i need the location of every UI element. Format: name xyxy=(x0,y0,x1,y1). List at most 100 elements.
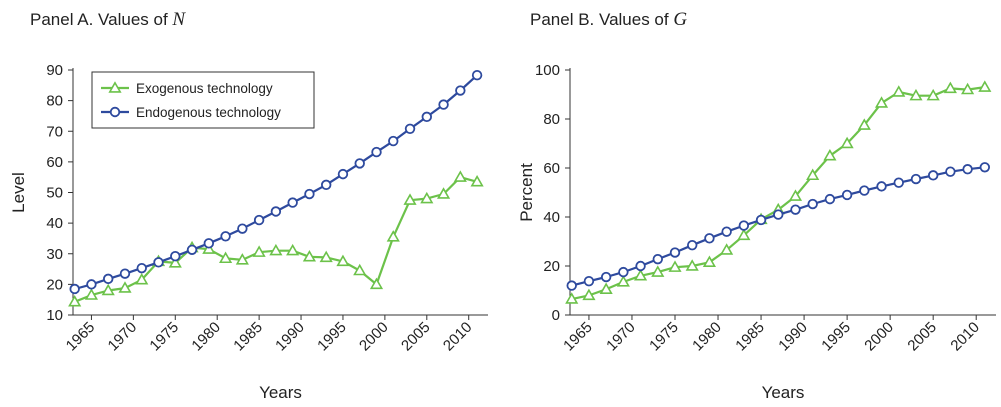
data-point-endogenous xyxy=(927,170,939,181)
data-point-endogenous xyxy=(170,251,181,262)
data-point-endogenous xyxy=(153,257,164,268)
data-point-endogenous xyxy=(421,111,432,123)
x-tick-label: 1975 xyxy=(646,319,682,355)
data-point-endogenous xyxy=(859,185,870,196)
x-tick-label: 1995 xyxy=(314,319,350,355)
data-point-exogenous xyxy=(857,118,871,130)
data-point-endogenous xyxy=(876,181,887,192)
x-tick-label: 2005 xyxy=(904,319,940,355)
panel-a: Panel A. Values of N 10 20 30 40 50 60 70 80 90 1… xyxy=(0,0,500,407)
data-point-endogenous xyxy=(807,198,818,210)
data-point-exogenous xyxy=(823,148,837,161)
panel-a-title: Panel A. Values of N xyxy=(30,9,185,31)
data-point-endogenous xyxy=(371,146,382,158)
y-tick-label: 40 xyxy=(543,209,560,226)
data-point-exogenous xyxy=(909,88,923,101)
x-axis-label: Years xyxy=(259,383,302,402)
data-point-endogenous xyxy=(962,164,973,175)
data-point-exogenous xyxy=(651,265,665,277)
data-point-exogenous xyxy=(168,256,182,268)
data-point-endogenous xyxy=(600,271,612,283)
data-point-exogenous xyxy=(369,277,384,290)
data-point-endogenous xyxy=(438,99,449,110)
data-point-exogenous xyxy=(286,243,300,256)
data-point-endogenous xyxy=(119,268,131,279)
data-point-exogenous xyxy=(926,88,940,101)
data-point-exogenous xyxy=(616,275,630,287)
data-point-endogenous xyxy=(566,280,577,291)
data-point-exogenous xyxy=(235,253,249,265)
data-point-endogenous xyxy=(270,206,282,217)
y-tick-label: 60 xyxy=(46,154,63,171)
data-point-exogenous xyxy=(219,251,233,264)
data-point-endogenous xyxy=(203,238,215,249)
data-point-exogenous xyxy=(720,243,734,255)
data-point-exogenous xyxy=(68,295,82,307)
data-point-exogenous xyxy=(874,96,889,108)
data-point-exogenous xyxy=(403,193,417,205)
y-tick-label: 80 xyxy=(543,111,560,128)
data-point-exogenous xyxy=(788,189,803,201)
data-point-endogenous xyxy=(652,253,663,265)
y-tick-label: 0 xyxy=(552,307,560,324)
y-axis-label: Percent xyxy=(517,163,536,222)
y-tick-label: 70 xyxy=(46,123,63,140)
data-point-exogenous xyxy=(101,283,115,296)
data-point-exogenous xyxy=(453,170,467,182)
data-point-endogenous xyxy=(687,239,698,251)
x-tick-label: 1965 xyxy=(560,319,596,355)
data-point-endogenous xyxy=(773,209,784,220)
data-point-exogenous xyxy=(840,136,854,149)
data-point-endogenous xyxy=(337,168,349,180)
data-point-exogenous xyxy=(668,260,682,272)
data-point-endogenous xyxy=(320,179,332,191)
data-point-exogenous xyxy=(737,228,751,241)
x-tick-label: 1980 xyxy=(689,319,725,355)
data-point-exogenous xyxy=(353,263,367,276)
data-point-exogenous xyxy=(470,174,484,187)
panel-b-title: Panel B. Values of G xyxy=(530,9,687,31)
x-tick-label: 1990 xyxy=(775,319,811,355)
data-point-endogenous xyxy=(103,273,114,285)
data-point-endogenous xyxy=(69,283,80,295)
x-tick-label: 2000 xyxy=(861,319,897,355)
y-tick-label: 80 xyxy=(46,93,63,110)
data-point-endogenous xyxy=(738,220,750,231)
x-tick-label: 1970 xyxy=(603,319,639,355)
legend-label-exogenous: Exogenous technology xyxy=(136,81,273,96)
y-tick-label: 60 xyxy=(543,160,560,177)
data-point-endogenous xyxy=(186,244,198,255)
y-tick-label: 20 xyxy=(46,276,63,293)
legend-marker-endogenous xyxy=(109,106,121,118)
data-point-endogenous xyxy=(86,279,97,290)
data-point-endogenous xyxy=(287,197,298,208)
data-point-exogenous xyxy=(978,80,992,92)
data-point-endogenous xyxy=(910,173,922,185)
data-point-endogenous xyxy=(721,226,732,237)
data-point-endogenous xyxy=(635,260,646,272)
data-point-exogenous xyxy=(633,268,648,281)
data-point-exogenous xyxy=(892,85,906,97)
data-point-exogenous xyxy=(319,250,333,263)
y-tick-label: 20 xyxy=(543,258,560,275)
data-point-endogenous xyxy=(669,247,681,258)
data-point-endogenous xyxy=(455,85,466,96)
data-point-exogenous xyxy=(565,292,579,304)
x-tick-label: 1965 xyxy=(63,319,99,355)
data-point-endogenous xyxy=(220,231,231,242)
data-point-exogenous xyxy=(84,288,99,300)
x-tick-label: 1985 xyxy=(230,319,266,355)
data-point-exogenous xyxy=(436,187,451,199)
x-tick-label: 2010 xyxy=(947,319,983,355)
data-point-exogenous xyxy=(420,191,434,204)
data-point-exogenous xyxy=(269,243,283,256)
data-point-endogenous xyxy=(841,189,853,201)
data-point-exogenous xyxy=(386,230,400,242)
x-tick-label: 2000 xyxy=(356,319,392,355)
data-point-endogenous xyxy=(136,262,147,274)
y-tick-label: 90 xyxy=(46,62,63,79)
data-point-exogenous xyxy=(961,82,975,95)
series-line-exogenous xyxy=(74,176,478,303)
x-tick-label: 1990 xyxy=(272,319,308,355)
